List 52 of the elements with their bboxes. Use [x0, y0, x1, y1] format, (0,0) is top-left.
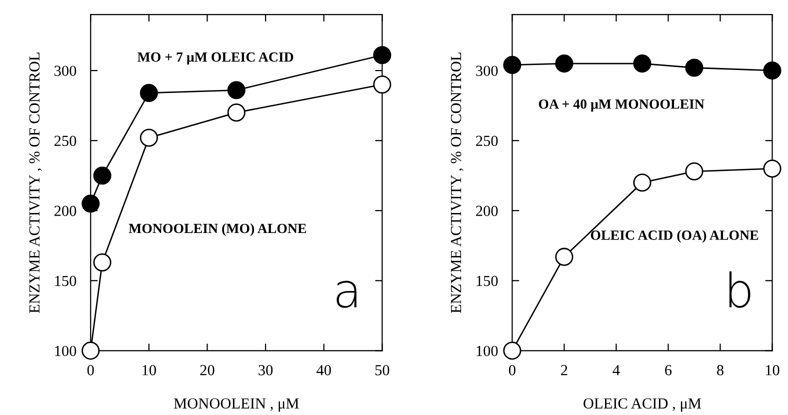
x-tick-label: 4	[612, 365, 620, 376]
y-tick-label: 100	[55, 346, 76, 356]
series-label: MO + 7 μM OLEIC ACID	[138, 52, 294, 65]
annotation: a	[336, 280, 356, 308]
x-tick-label: 0	[87, 365, 94, 376]
point	[763, 62, 782, 80]
point	[93, 253, 112, 272]
y-tick-label: 250	[54, 136, 76, 146]
y-tick-label: 100	[476, 346, 498, 356]
point	[685, 58, 704, 77]
y-tick-label: 150	[55, 276, 76, 286]
x-tick-label: 40	[316, 365, 331, 376]
point	[82, 194, 100, 213]
point	[763, 160, 782, 178]
series-label: OA + 40 μM MONOOLEIN	[538, 99, 704, 112]
x-tick-label: 2	[561, 365, 568, 376]
point	[633, 174, 652, 192]
point	[633, 54, 652, 73]
point	[227, 81, 246, 100]
x-tick-label: 50	[375, 365, 390, 376]
series-label: MONOOLEIN (MO) ALONE	[128, 223, 306, 236]
y-tick-label: 150	[476, 276, 498, 286]
point	[685, 162, 704, 180]
series-label: OLEIC ACID (OA) ALONE	[590, 230, 758, 243]
point	[555, 248, 574, 266]
x-axis-title: MONOOLEIN , μM	[174, 398, 299, 412]
point	[82, 342, 100, 360]
y-tick-label: 300	[54, 66, 76, 76]
x-tick-label: 10	[766, 365, 780, 376]
y-axis-title: ENZYME ACTIVITY , % OF CONTROL	[29, 52, 42, 313]
annotation: b	[729, 271, 750, 308]
y-tick-label: 250	[476, 136, 498, 146]
y-tick-label: 200	[54, 206, 76, 216]
x-tick-label: 30	[258, 365, 273, 376]
point	[140, 128, 158, 147]
point	[373, 76, 392, 94]
point	[140, 84, 158, 102]
point	[227, 104, 246, 122]
point	[373, 46, 392, 64]
x-tick-label: 10	[142, 365, 156, 376]
y-tick-label: 200	[476, 206, 498, 216]
y-axis-title: ENZYME ACTIVITY , % OF CONTROL	[450, 52, 464, 313]
x-axis-title: OLEIC ACID , μM	[584, 398, 702, 412]
x-tick-label: 20	[200, 365, 214, 376]
x-tick-label: 0	[508, 365, 516, 376]
point	[555, 54, 574, 73]
point	[93, 166, 112, 185]
point	[503, 56, 522, 74]
point	[503, 342, 522, 360]
y-tick-label: 300	[476, 66, 498, 76]
x-tick-label: 8	[716, 365, 724, 376]
x-tick-label: 6	[665, 365, 672, 376]
